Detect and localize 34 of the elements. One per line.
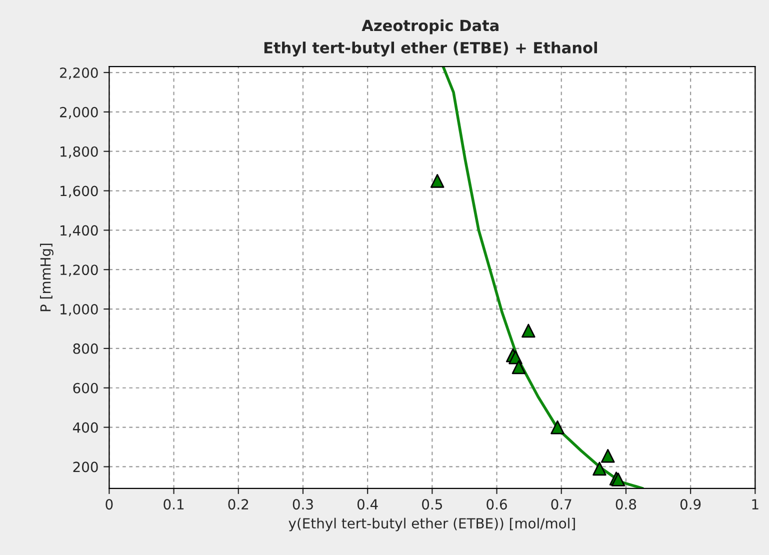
- x-tick-label: 0.7: [551, 499, 572, 510]
- point: [550, 420, 564, 434]
- x-tick-label: 1: [752, 499, 758, 510]
- y-tick-label: 200: [73, 462, 98, 472]
- y-tick-label: 600: [73, 382, 98, 394]
- y-tick-label: 1,400: [60, 225, 98, 238]
- x-tick-label: 0.1: [164, 499, 184, 510]
- x-tick-label: 0.6: [486, 499, 507, 510]
- point: [592, 462, 606, 476]
- y-tick-label: 2,200: [60, 67, 98, 80]
- point: [522, 324, 536, 338]
- x-tick-label: 0.4: [357, 499, 378, 510]
- chart-subtitle: Ethyl tert-butyl ether (ETBE) + Ethanol: [264, 42, 597, 57]
- y-axis-title: P [mmHg]: [40, 244, 54, 312]
- line-series: [442, 66, 644, 488]
- point: [512, 360, 526, 374]
- x-tick-label: 0.2: [228, 499, 248, 510]
- x-tick-label: 0.3: [292, 499, 313, 510]
- y-tick-label: 1,800: [60, 146, 98, 158]
- x-axis-title: y(Ethyl tert-butyl ether (ETBE)) [mol/mol]: [288, 518, 575, 532]
- point: [430, 174, 444, 188]
- y-tick-label: 400: [72, 422, 98, 433]
- y-tick-label: 1,600: [60, 186, 98, 198]
- x-tick-label: 0.5: [422, 499, 442, 510]
- point: [600, 448, 615, 463]
- x-tick-label: 0: [106, 499, 113, 510]
- x-tick-label: 0.8: [616, 499, 636, 510]
- y-tick-label: 1,200: [60, 264, 98, 277]
- y-tick-label: 800: [73, 343, 98, 354]
- x-tick-label: 0.9: [680, 499, 701, 510]
- chart-title: Azeotropic Data: [362, 19, 498, 34]
- point: [508, 350, 522, 364]
- y-tick-label: 1,000: [60, 304, 98, 316]
- y-tick-label: 2,000: [60, 106, 98, 119]
